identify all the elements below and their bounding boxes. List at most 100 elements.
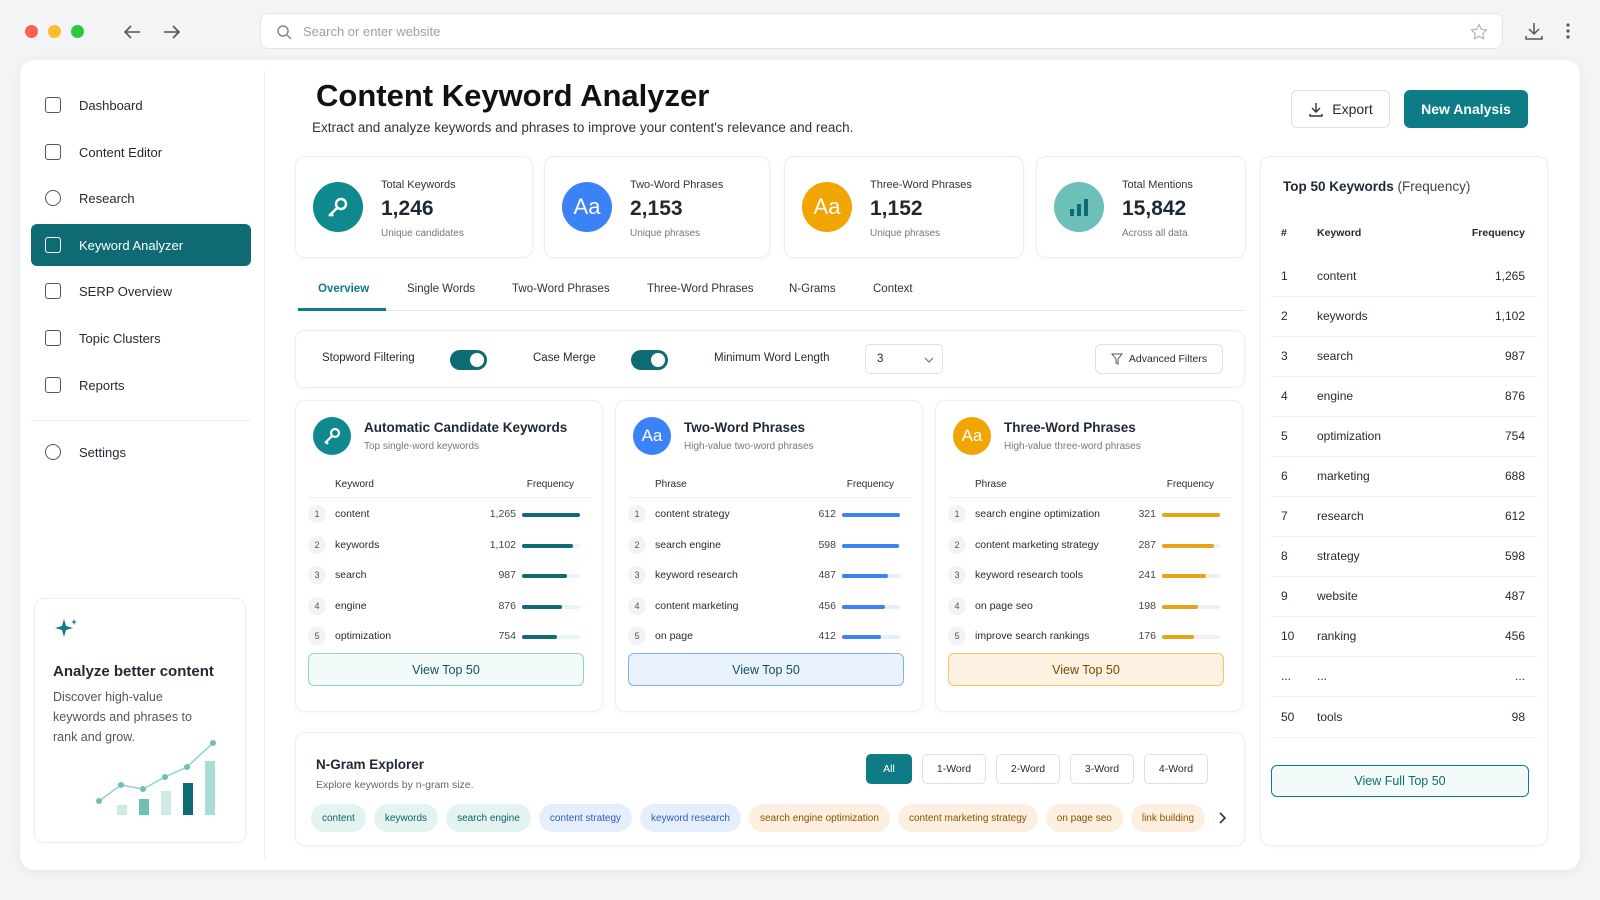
frequency-bar <box>522 574 568 578</box>
ngram-filter[interactable]: 4-Word <box>1144 754 1208 784</box>
stat-value: 2,153 <box>630 197 683 220</box>
stat-icon <box>313 182 363 232</box>
nav-item[interactable]: Topic Clusters <box>31 317 251 359</box>
nav-item[interactable]: SERP Overview <box>31 270 251 312</box>
view-top-button[interactable]: View Top 50 <box>948 653 1224 686</box>
tab[interactable]: Single Words <box>407 283 476 295</box>
ngram-filter[interactable]: 1-Word <box>922 754 986 784</box>
frequency: 176 <box>1138 630 1156 642</box>
keyword-tag[interactable]: search engine <box>446 804 531 832</box>
top50-cell: 50 <box>1281 710 1295 724</box>
top50-cell: 9 <box>1281 589 1288 603</box>
term: content marketing strategy <box>975 538 1099 551</box>
nav-icon <box>45 330 61 346</box>
minimize-dot[interactable] <box>48 25 61 38</box>
top50-cell: 98 <box>1511 710 1525 724</box>
ngram-subtitle: Explore keywords by n-gram size. <box>316 779 474 791</box>
header-divider <box>628 497 912 498</box>
ngram-filter[interactable]: All <box>866 754 912 784</box>
top50-cell: 7 <box>1281 509 1288 523</box>
advanced-filters-button[interactable]: Advanced Filters <box>1095 344 1223 374</box>
star-icon[interactable] <box>1470 23 1488 41</box>
ngram-filter[interactable]: 3-Word <box>1070 754 1134 784</box>
keyword-tag[interactable]: content marketing strategy <box>897 804 1038 832</box>
top50-cell: 688 <box>1504 469 1525 483</box>
row-divider <box>1271 456 1537 457</box>
column-header: Frequency <box>526 479 574 490</box>
rank-badge: 4 <box>948 596 966 615</box>
keyword-tag[interactable]: keywords <box>373 804 439 832</box>
nav-icon <box>45 144 61 160</box>
frequency: 198 <box>1138 599 1156 612</box>
new-analysis-button[interactable]: New Analysis <box>1404 90 1528 128</box>
advanced-filters-label: Advanced Filters <box>1128 353 1208 365</box>
rank-badge: 1 <box>308 505 326 523</box>
case-merge-toggle[interactable] <box>631 350 668 370</box>
top50-cell: 487 <box>1504 589 1525 603</box>
top50-cell: 754 <box>1504 429 1525 443</box>
frequency-bar <box>842 635 882 639</box>
top50-cell: 987 <box>1504 349 1525 363</box>
nav-divider <box>31 420 251 421</box>
nav-item[interactable]: Dashboard <box>31 84 251 126</box>
keyword-tag[interactable]: content strategy <box>538 804 633 832</box>
nav-item[interactable]: Research <box>31 177 251 219</box>
ngram-filter[interactable]: 2-Word <box>996 754 1060 784</box>
address-bar[interactable]: Search or enter website <box>260 13 1503 49</box>
tab[interactable]: Overview <box>318 283 370 295</box>
tab[interactable]: Context <box>873 283 913 295</box>
term: optimization <box>335 630 392 642</box>
term: on page <box>655 630 693 642</box>
nav-item[interactable]: Settings <box>79 444 126 460</box>
tags-next[interactable] <box>1216 811 1230 825</box>
frequency-bar <box>522 543 573 548</box>
nav-item[interactable]: Keyword Analyzer <box>31 224 251 266</box>
sidebar-divider <box>264 70 265 860</box>
min-length-select[interactable]: 3 <box>865 344 943 374</box>
keyword-tag[interactable]: search engine optimization <box>748 804 890 832</box>
promo-card: Analyze better content Discover high-val… <box>34 598 246 843</box>
panel-icon: Aa <box>633 417 671 455</box>
panel-subtitle: Top single-word keywords <box>364 441 480 452</box>
frequency-bar <box>842 574 889 578</box>
column-header: Frequency <box>1166 479 1214 490</box>
view-top-button[interactable]: View Top 50 <box>628 653 904 686</box>
tab[interactable]: Two-Word Phrases <box>512 283 610 295</box>
keyword-tag[interactable]: keyword research <box>640 804 741 832</box>
term: keywords <box>335 538 380 551</box>
nav-icon <box>45 283 61 299</box>
top50-cell: 5 <box>1281 429 1288 443</box>
nav-item[interactable]: Content Editor <box>31 131 251 173</box>
keyword-tag[interactable]: on page seo <box>1045 804 1123 832</box>
view-full-button[interactable]: View Full Top 50 <box>1271 765 1529 797</box>
min-length-label: Minimum Word Length <box>714 352 830 364</box>
stat-note: Unique candidates <box>381 228 464 239</box>
view-top-button[interactable]: View Top 50 <box>308 653 584 686</box>
top50-cell: 8 <box>1281 549 1288 563</box>
toolbar-icons[interactable] <box>1524 20 1594 42</box>
term: content marketing <box>655 599 739 612</box>
page-title: Content Keyword Analyzer <box>316 78 710 113</box>
row-divider <box>1271 696 1537 697</box>
maximize-dot[interactable] <box>71 25 84 38</box>
tab[interactable]: Three-Word Phrases <box>647 283 754 295</box>
frequency-bar <box>1162 574 1206 578</box>
term: keyword research tools <box>975 569 1083 581</box>
term: engine <box>335 599 367 612</box>
keyword-tag[interactable]: content <box>311 804 366 832</box>
top50-cell: 612 <box>1504 509 1525 523</box>
nav-arrows[interactable] <box>122 22 182 42</box>
column-header: Frequency <box>1471 227 1525 239</box>
close-dot[interactable] <box>25 25 38 38</box>
term: search engine optimization <box>975 508 1100 520</box>
export-button[interactable]: Export <box>1291 90 1390 128</box>
keyword-tag[interactable]: tech <box>1213 804 1214 832</box>
keyword-tag[interactable]: link building <box>1130 804 1206 832</box>
rank-badge: 4 <box>308 596 326 615</box>
stopword-toggle[interactable] <box>450 350 487 370</box>
rank-badge: 5 <box>628 627 646 645</box>
rank-badge: 4 <box>628 596 646 615</box>
nav-item[interactable]: Reports <box>31 364 251 406</box>
tab[interactable]: N-Grams <box>789 283 836 295</box>
ngram-title: N-Gram Explorer <box>316 757 425 772</box>
